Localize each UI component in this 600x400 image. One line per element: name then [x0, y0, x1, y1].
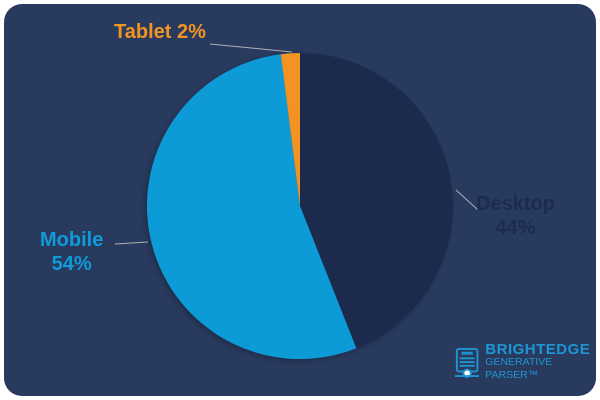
tablet-label: Tablet 2% — [114, 21, 206, 43]
mobile-percent: 54% — [51, 253, 92, 275]
pie-slice-desktop — [300, 53, 453, 349]
desktop-leader-line — [455, 189, 479, 211]
desktop-label: Desktop 44% — [476, 192, 555, 240]
mobile-label: Mobile 54% — [40, 228, 103, 276]
tablet-leader-line — [209, 43, 293, 53]
brand-subtitle: GENERATIVE PARSER™ — [485, 356, 553, 381]
desktop-name: Desktop — [476, 193, 555, 215]
document-printer-icon — [455, 347, 480, 378]
mobile-name: Mobile — [40, 229, 104, 251]
desktop-percent: 44% — [495, 217, 536, 239]
brand-name: BRIGHTEDGE — [485, 341, 591, 358]
brightedge-logo: BRIGHTEDGE GENERATIVE PARSER™ — [455, 341, 600, 382]
mobile-leader-line — [114, 241, 149, 245]
pie-slice-mobile — [147, 54, 357, 359]
pie-slice-tablet — [280, 53, 300, 206]
